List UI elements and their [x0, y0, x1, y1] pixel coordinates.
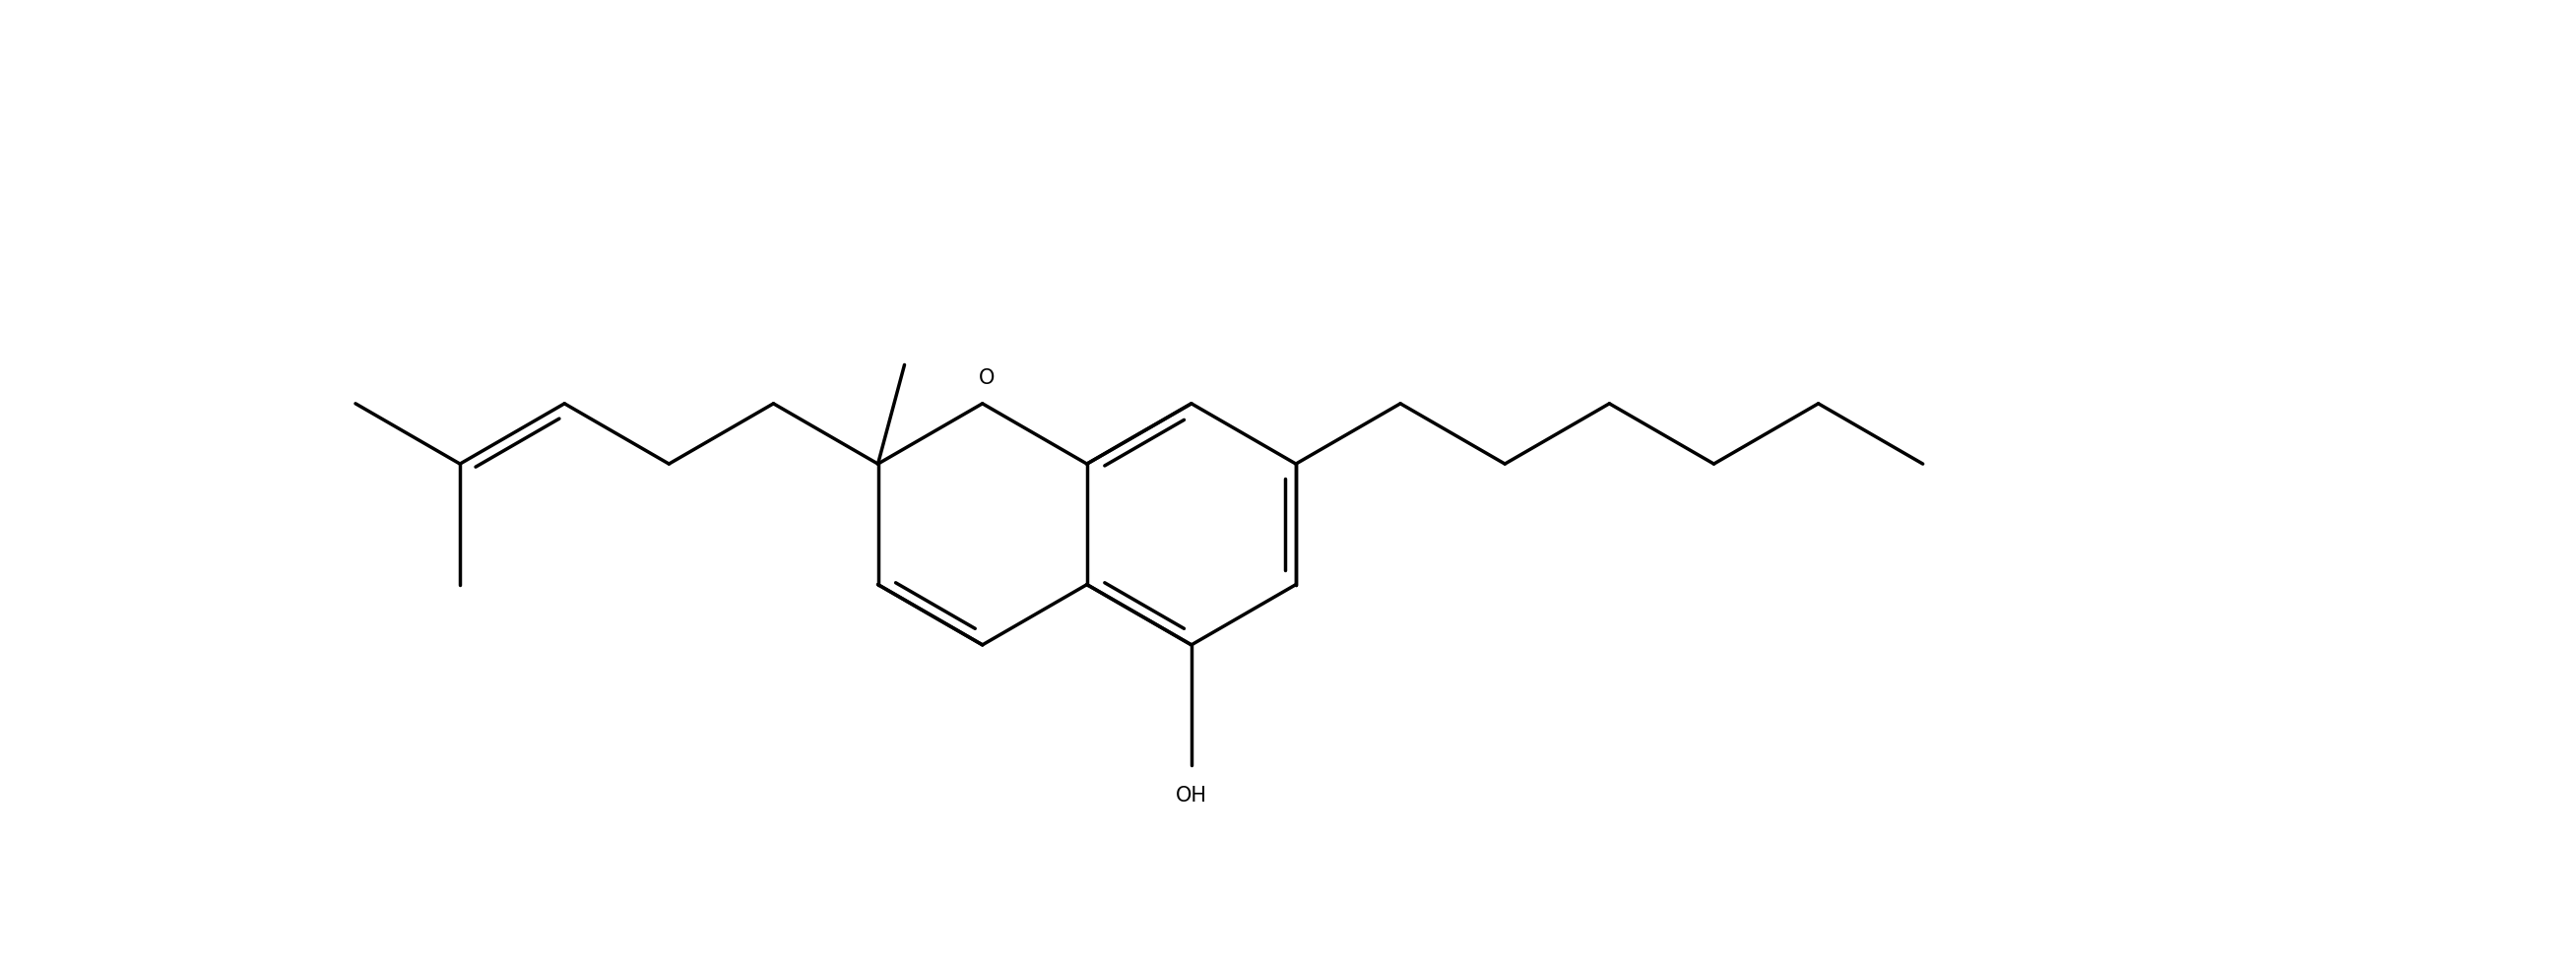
Text: OH: OH: [1175, 786, 1208, 805]
Text: O: O: [979, 368, 994, 387]
